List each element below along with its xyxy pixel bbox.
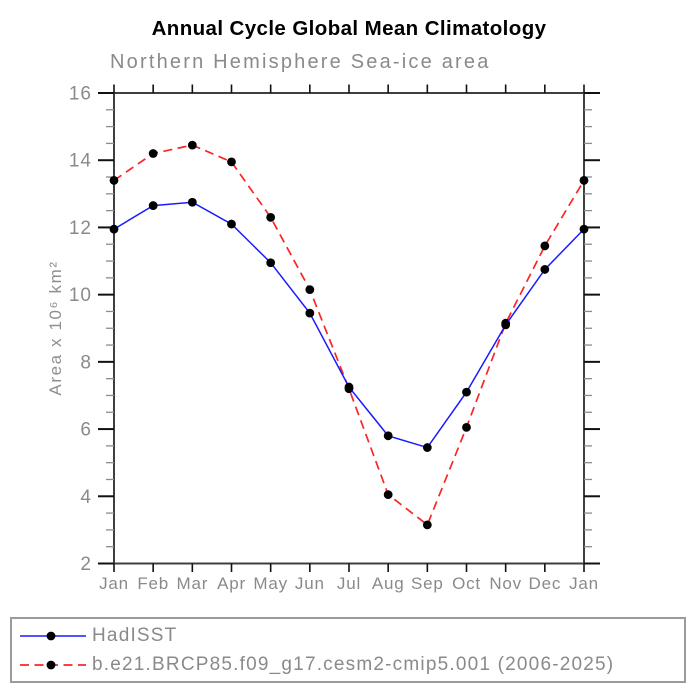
data-point (305, 285, 315, 295)
x-tick-label: Apr (217, 574, 246, 593)
data-point (540, 241, 550, 251)
x-tick-label: Feb (137, 574, 169, 593)
data-point (422, 520, 432, 530)
legend-marker-icon (46, 631, 56, 640)
data-point (266, 212, 276, 222)
x-tick-label: Dec (529, 574, 562, 593)
data-point (383, 490, 393, 500)
data-point (462, 387, 471, 397)
y-tick-label: 12 (69, 218, 92, 239)
x-tick-label: Jul (337, 574, 361, 593)
x-tick-label: Oct (452, 574, 481, 593)
y-tick-label: 10 (69, 285, 92, 306)
data-point (422, 443, 432, 452)
data-point (109, 224, 119, 234)
legend-item-hadisst: HadISST (18, 623, 684, 649)
data-point (266, 258, 276, 268)
data-point (501, 320, 511, 330)
x-tick-label: Nov (489, 574, 522, 593)
x-tick-label: Jun (295, 574, 325, 593)
y-tick-label: 4 (80, 487, 92, 508)
legend-label-cesm2: b.e21.BRCP85.f09_g17.cesm2-cmip5.001 (20… (92, 653, 615, 675)
data-point (187, 140, 197, 150)
legend-box: HadISST b.e21.BRCP85.f09_g17.cesm2-cmip5… (10, 617, 686, 683)
data-point (227, 219, 236, 229)
legend-label-hadisst: HadISST (92, 624, 178, 646)
chart-title: Annual Cycle Global Mean Climatology (151, 17, 547, 40)
x-tick-label: May (253, 574, 288, 593)
hadisst-line-sample-icon (20, 631, 86, 640)
series-line-0 (113, 201, 585, 449)
data-point (305, 308, 315, 318)
data-point (148, 201, 158, 210)
data-point (462, 422, 471, 432)
y-tick-label: 6 (80, 420, 92, 441)
y-tick-label: 16 (69, 84, 92, 105)
x-tick-label: Aug (372, 574, 405, 593)
y-tick-label: 2 (80, 554, 92, 575)
data-point (227, 157, 236, 167)
data-point (540, 265, 550, 274)
y-tick-label: 8 (80, 352, 92, 373)
chart-canvas: 2 4 6 8 10 12 14 16 Jan Feb Mar Apr May Jun Jul Aug Sep O… (69, 84, 600, 593)
x-tick-label: Sep (411, 574, 444, 593)
x-tick-label: Jan (99, 574, 129, 593)
data-point (383, 431, 393, 441)
x-tick-label: Mar (176, 574, 208, 593)
data-point (579, 175, 589, 185)
data-point (109, 175, 119, 185)
chart-subtitle: Northern Hemisphere Sea-ice area (110, 51, 491, 73)
plot-frame (113, 92, 585, 565)
data-point (148, 149, 158, 158)
data-point (344, 382, 354, 392)
data-point (579, 224, 589, 234)
x-tick-label: Jan (569, 574, 599, 593)
series-line-1 (113, 144, 585, 527)
legend-marker-icon (46, 660, 56, 669)
data-point (187, 197, 197, 207)
cesm2-line-sample-icon (20, 660, 86, 669)
legend-item-cesm2: b.e21.BRCP85.f09_g17.cesm2-cmip5.001 (20… (18, 652, 684, 678)
y-tick-label: 14 (69, 151, 92, 172)
